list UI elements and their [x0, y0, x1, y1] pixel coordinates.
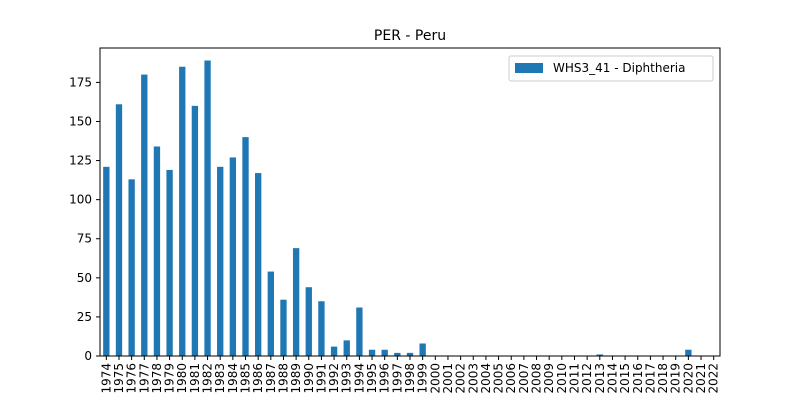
bar-1980 — [179, 66, 186, 356]
x-tick-label: 1981 — [188, 363, 202, 394]
bar-1994 — [356, 307, 363, 356]
x-tick-label: 1994 — [352, 363, 366, 394]
bar-1998 — [406, 352, 414, 356]
x-tick-label: 2010 — [555, 363, 569, 394]
x-tick-label: 1999 — [416, 363, 430, 394]
x-tick-label: 1995 — [365, 363, 379, 394]
x-tick-label: 1993 — [340, 363, 354, 394]
x-tick-label: 1998 — [403, 363, 417, 394]
x-tick-label: 1990 — [302, 363, 316, 394]
bar-1978 — [153, 146, 161, 356]
bar-1977 — [141, 74, 148, 356]
x-tick-label: 1992 — [327, 363, 341, 394]
legend-frame — [508, 55, 714, 82]
bar-1989 — [292, 248, 300, 356]
x-tick-label: 2007 — [517, 363, 531, 394]
x-tick-label: 2012 — [580, 363, 594, 394]
bar-1979 — [166, 169, 173, 356]
x-tick-label: 2002 — [454, 363, 468, 394]
x-tick-label: 2016 — [631, 363, 645, 394]
bar-1992 — [330, 346, 338, 356]
x-tick-label: 1982 — [201, 363, 215, 394]
bar-1990 — [305, 287, 312, 356]
legend-swatch — [515, 63, 543, 73]
bar-1975 — [115, 104, 123, 356]
x-tick-label: 2014 — [605, 363, 619, 394]
x-tick-label: 2017 — [643, 363, 657, 394]
bars-group — [103, 60, 692, 356]
bar-1985 — [242, 137, 249, 356]
x-tick-label: 1975 — [112, 363, 126, 394]
x-tick-label: 2019 — [669, 363, 683, 394]
x-tick-label: 1974 — [99, 363, 113, 394]
x-tick-label: 2018 — [656, 363, 670, 394]
bar-1982 — [204, 60, 211, 356]
axes-group: 0255075100125150175197419751976197719781… — [69, 47, 721, 394]
x-tick-label: 1980 — [175, 363, 189, 394]
bar-1999 — [419, 343, 426, 356]
x-tick-label: 2020 — [681, 363, 695, 394]
bar-1995 — [368, 349, 376, 356]
x-tick-label: 1986 — [251, 363, 265, 394]
bar-1981 — [191, 105, 199, 356]
x-tick-label: 1983 — [213, 363, 227, 394]
x-tick-label: 2009 — [542, 363, 556, 394]
bar-2013 — [596, 354, 603, 356]
x-tick-label: 2003 — [466, 363, 480, 394]
y-tick-label: 0 — [84, 349, 92, 363]
x-tick-label: 1996 — [378, 363, 392, 394]
bar-1976 — [128, 179, 135, 356]
x-tick-label: 1989 — [289, 363, 303, 394]
legend: WHS3_41 - Diphtheria — [508, 55, 714, 82]
x-tick-label: 2006 — [504, 363, 518, 394]
x-tick-label: 1984 — [226, 363, 240, 394]
y-tick-label: 75 — [77, 232, 92, 246]
x-tick-label: 2011 — [567, 363, 581, 394]
y-tick-label: 100 — [69, 193, 92, 207]
x-tick-label: 1987 — [264, 363, 278, 394]
x-tick-label: 2000 — [428, 363, 442, 394]
x-tick-label: 1978 — [150, 363, 164, 394]
x-tick-label: 2021 — [694, 363, 708, 394]
x-tick-label: 2001 — [441, 363, 455, 394]
x-tick-label: 1997 — [390, 363, 404, 394]
chart-title: PER - Peru — [374, 28, 446, 44]
bar-1983 — [217, 166, 224, 356]
x-tick-label: 2004 — [479, 363, 493, 394]
bar-2020 — [685, 349, 692, 356]
bar-1984 — [229, 157, 237, 356]
bar-1996 — [381, 349, 388, 356]
x-tick-label: 2015 — [618, 363, 632, 394]
x-tick-label: 2008 — [530, 363, 544, 394]
bar-1993 — [343, 340, 350, 356]
x-tick-label: 1977 — [137, 363, 151, 394]
x-tick-label: 1991 — [314, 363, 328, 394]
x-tick-label: 1985 — [239, 363, 253, 394]
y-tick-label: 175 — [69, 75, 92, 89]
x-tick-label: 2022 — [707, 363, 721, 394]
bar-1997 — [394, 352, 401, 356]
y-tick-label: 25 — [77, 310, 92, 324]
bar-1988 — [280, 299, 287, 356]
y-tick-label: 150 — [69, 114, 92, 128]
x-tick-label: 2013 — [593, 363, 607, 394]
legend-label: WHS3_41 - Diphtheria — [553, 61, 685, 75]
x-tick-label: 2005 — [492, 363, 506, 394]
y-tick-label: 50 — [77, 271, 92, 285]
bar-1986 — [255, 173, 262, 356]
bar-1987 — [267, 271, 274, 356]
x-tick-label: 1979 — [163, 363, 177, 394]
bar-1974 — [103, 166, 110, 356]
x-tick-label: 1988 — [276, 363, 290, 394]
x-tick-label: 1976 — [125, 363, 139, 394]
y-tick-label: 125 — [69, 154, 92, 168]
bar-1991 — [318, 301, 325, 356]
